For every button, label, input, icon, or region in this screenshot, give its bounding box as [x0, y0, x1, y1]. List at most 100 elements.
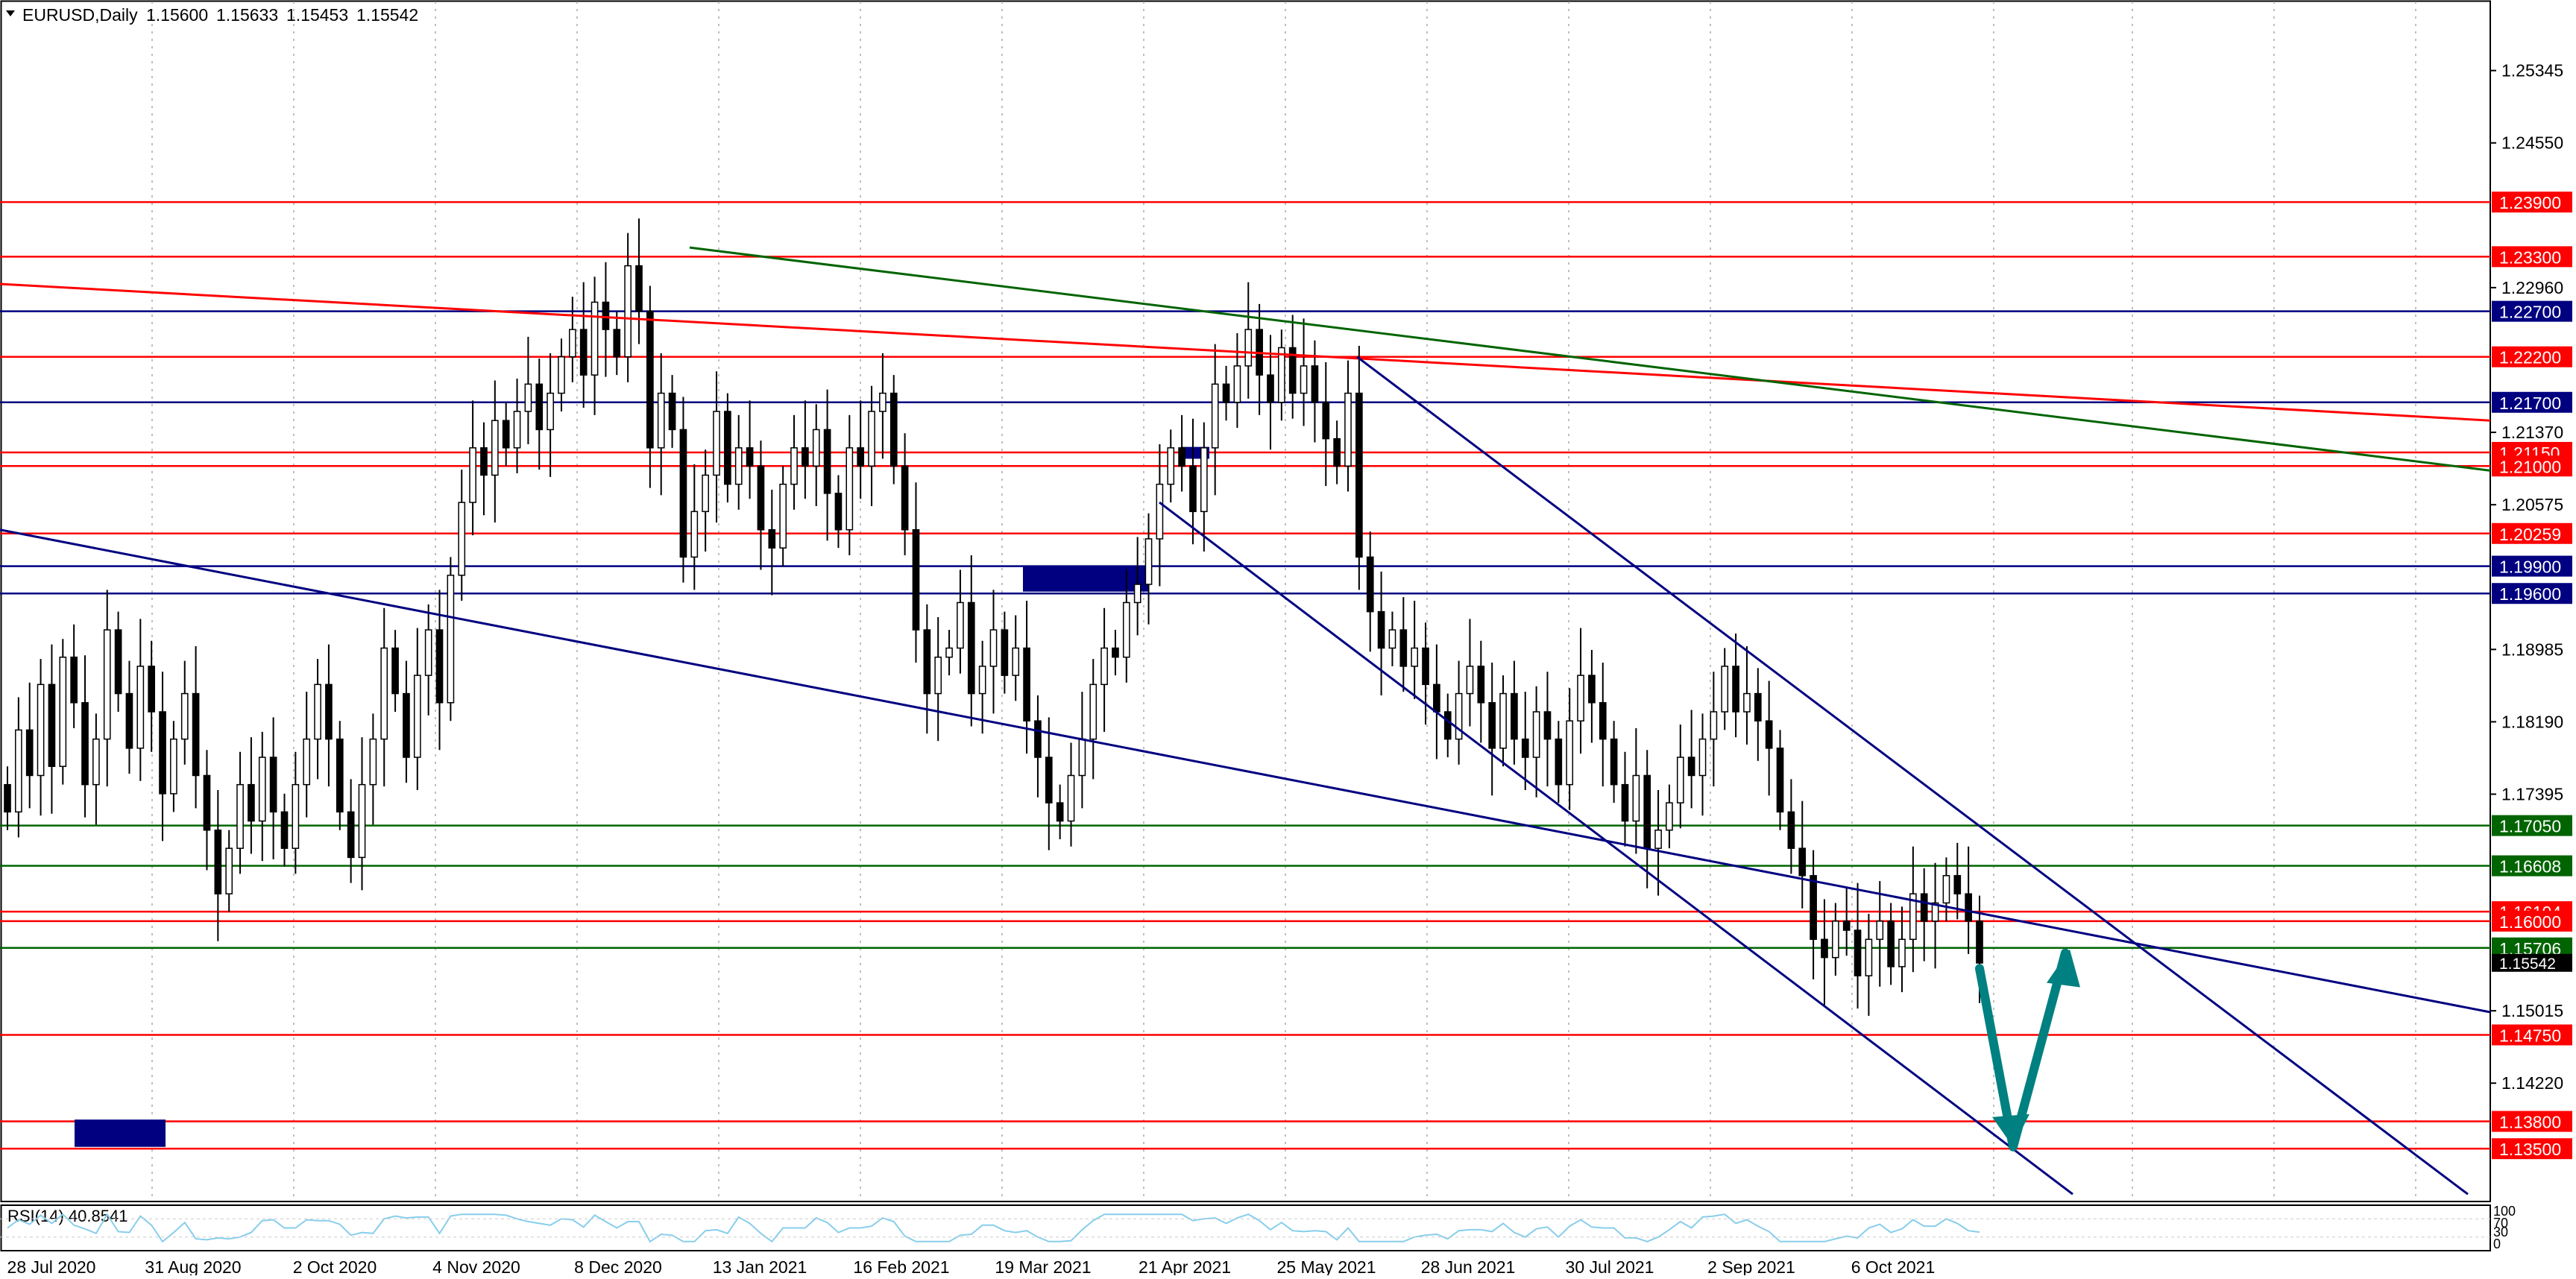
candle-body — [37, 683, 45, 777]
candle-body — [403, 692, 410, 758]
candle-body — [679, 429, 687, 558]
level-label: 1.16000 — [2499, 912, 2561, 932]
candle-body — [1599, 702, 1607, 740]
candle-body — [757, 465, 765, 531]
zone-rectangle[interactable] — [75, 1119, 166, 1147]
y-tick-label: 1.17395 — [2501, 785, 2563, 804]
candle-body — [303, 738, 311, 786]
candle-body — [746, 447, 754, 467]
trendline-blue-channel-upper[interactable] — [1356, 356, 2469, 1196]
candle-body — [1399, 629, 1408, 667]
candle-body — [1411, 647, 1418, 667]
candle-body — [292, 783, 300, 849]
level-label-bg — [2492, 1111, 2572, 1132]
candle-body — [159, 711, 166, 795]
candle-body — [48, 683, 56, 768]
current-price-label: 1.15542 — [2499, 956, 2556, 973]
current-price-bg — [2492, 953, 2572, 972]
x-tick-label: 19 Mar 2021 — [995, 1257, 1091, 1275]
candle-body — [1001, 629, 1009, 676]
x-tick-label: 25 May 2021 — [1277, 1257, 1376, 1275]
plot-frame — [0, 0, 2491, 1202]
level-label-bg — [2492, 910, 2572, 932]
candle-body — [1034, 720, 1042, 758]
ohlc-high: 1.15633 — [216, 5, 278, 25]
candle-body — [1333, 438, 1341, 467]
candle-body — [690, 511, 699, 558]
candle-body — [214, 829, 222, 894]
zone-rectangle[interactable] — [1023, 566, 1148, 592]
rsi-panel[interactable] — [0, 1204, 2491, 1251]
ohlc-close: 1.15542 — [356, 5, 418, 25]
candle-body — [125, 692, 133, 749]
x-tick-label: 16 Feb 2021 — [853, 1257, 949, 1275]
trendline-blue-long[interactable] — [0, 528, 2491, 1014]
candle-body — [1056, 802, 1064, 822]
trendline-blue-channel-lower[interactable] — [1159, 501, 2073, 1196]
candle-body — [1355, 392, 1363, 558]
candle-body — [1156, 483, 1164, 540]
candle-body — [1511, 692, 1518, 740]
candle-body — [1466, 666, 1474, 695]
candle-body — [1543, 711, 1552, 740]
candle-body — [868, 411, 875, 467]
candle-body — [812, 429, 820, 467]
candle-body — [1078, 738, 1086, 777]
triangle-down-icon[interactable] — [6, 10, 15, 16]
candle-body — [1909, 893, 1917, 941]
candle-body — [1100, 647, 1108, 686]
x-tick-label: 2 Sep 2021 — [1707, 1257, 1795, 1275]
level-label: 1.20259 — [2499, 525, 2561, 544]
candle-body — [170, 738, 177, 795]
candle-body — [1233, 365, 1241, 403]
candle-body — [103, 629, 111, 740]
candle-body — [447, 575, 455, 704]
candle-body — [1012, 647, 1020, 676]
y-tick-label: 1.22960 — [2501, 278, 2563, 297]
candle-body — [1931, 902, 1939, 922]
candle-body — [889, 392, 898, 467]
x-tick-label: 30 Jul 2021 — [1566, 1257, 1654, 1275]
candle-body — [1144, 538, 1153, 585]
candle-body — [70, 656, 78, 704]
candle-body — [136, 666, 145, 749]
candle-body — [734, 447, 743, 485]
candle-body — [1854, 929, 1862, 976]
x-tick-label: 4 Nov 2020 — [432, 1257, 520, 1275]
candle-body — [613, 329, 621, 358]
candle-body — [1610, 738, 1618, 786]
y-tick-label: 1.18985 — [2501, 640, 2563, 659]
rsi-line — [7, 1213, 1980, 1243]
candle-body — [1067, 774, 1075, 822]
candle-body — [413, 675, 421, 758]
candle-body — [92, 738, 100, 786]
candle-body — [258, 757, 266, 822]
candle-body — [1278, 347, 1285, 403]
candle-body — [148, 666, 156, 713]
candle-body — [1244, 329, 1253, 367]
candle-body — [1732, 666, 1739, 713]
x-tick-label: 13 Jan 2021 — [713, 1257, 807, 1275]
level-label: 1.14750 — [2499, 1026, 2561, 1046]
level-label-bg — [2492, 455, 2572, 477]
candle-body — [602, 301, 610, 330]
candle-body — [1222, 383, 1230, 403]
trendline-red[interactable] — [0, 282, 2491, 422]
candle-body — [513, 411, 521, 449]
candle-body — [424, 629, 432, 676]
candle-body — [347, 811, 355, 859]
trendline-green[interactable] — [689, 246, 2491, 472]
level-label: 1.19900 — [2499, 558, 2561, 577]
arrowhead-up-icon — [2047, 949, 2080, 988]
candle-body — [1821, 938, 1828, 959]
candle-body — [1842, 920, 1851, 931]
candle-body — [59, 656, 67, 768]
x-tick-label: 31 Aug 2020 — [145, 1257, 241, 1275]
candle-body — [1366, 556, 1374, 613]
candle-body — [1089, 683, 1098, 740]
candle-body — [1422, 647, 1429, 686]
candle-body — [1112, 647, 1119, 658]
level-label: 1.21700 — [2499, 394, 2561, 413]
